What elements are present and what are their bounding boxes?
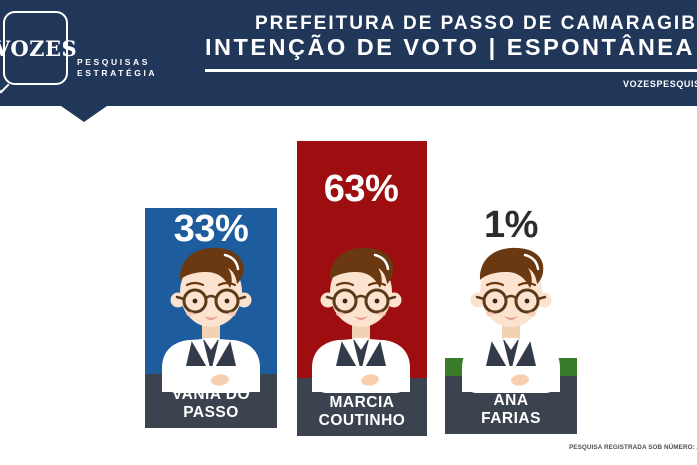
vozes-logo-text: VOZES xyxy=(0,35,78,61)
candidate-name-line: MARCIA xyxy=(329,393,395,411)
pct-label-marcia-coutinho: 63% xyxy=(323,168,399,210)
candidate-name-line: ANA xyxy=(493,391,529,409)
logo-tagline-line1: PESQUISAS xyxy=(77,57,150,67)
page-title: INTENÇÃO DE VOTO | ESPONTÂNEA xyxy=(205,34,695,60)
registration-fine-print: PESQUISA REGISTRADA SOB NÚMERO: AL-0 xyxy=(569,444,697,451)
header-notch-icon xyxy=(61,106,107,122)
avatar-vania-do-passo-icon xyxy=(146,240,276,400)
logo-tagline-line2: ESTRATÉGIA xyxy=(77,68,158,79)
candidate-name-line: FARIAS xyxy=(481,410,541,428)
title-divider xyxy=(205,69,697,72)
vozes-logo: VOZES xyxy=(0,11,77,85)
pct-label-ana-farias: 1% xyxy=(484,204,538,246)
candidate-name-line: COUTINHO xyxy=(318,412,406,430)
candidate-name-line: PASSO xyxy=(183,404,239,422)
page-subtitle: PREFEITURA DE PASSO DE CAMARAGIBE xyxy=(255,13,697,34)
header-band: VOZES PESQUISAS ESTRATÉGIA PREFEITURA DE… xyxy=(0,0,697,106)
logo-tagline: PESQUISAS ESTRATÉGIA xyxy=(77,57,157,80)
pct-label-vania-do-passo: 33% xyxy=(173,208,249,250)
avatar-marcia-coutinho-icon xyxy=(296,240,426,400)
avatar-ana-farias-icon xyxy=(446,240,576,400)
